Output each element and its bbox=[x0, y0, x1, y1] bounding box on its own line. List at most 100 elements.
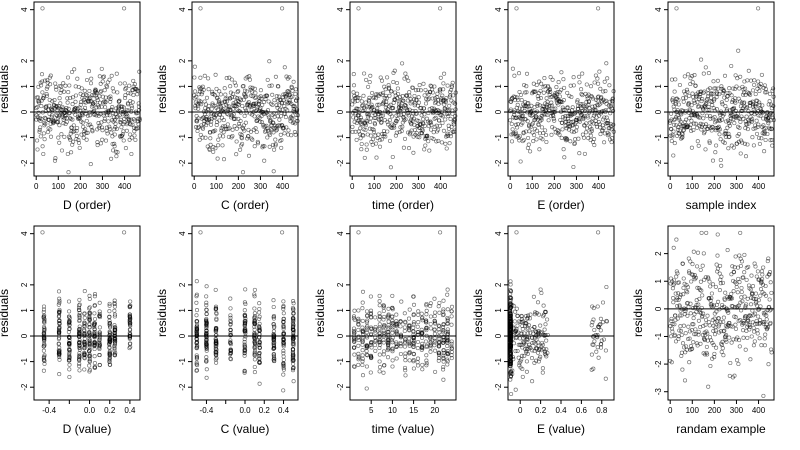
data-point bbox=[714, 95, 719, 100]
x-tick-label: 0.0 bbox=[239, 406, 251, 415]
data-point bbox=[403, 71, 408, 76]
data-point bbox=[705, 96, 710, 101]
data-point bbox=[427, 107, 432, 112]
data-point bbox=[199, 92, 204, 97]
data-point bbox=[287, 75, 292, 80]
data-point bbox=[44, 104, 49, 109]
data-point bbox=[40, 90, 45, 95]
data-point bbox=[711, 79, 716, 84]
data-point bbox=[441, 81, 446, 86]
x-axis-title: sample index bbox=[686, 198, 757, 212]
data-point bbox=[445, 287, 450, 292]
data-point bbox=[545, 99, 550, 104]
data-point bbox=[361, 127, 366, 132]
data-point bbox=[96, 121, 101, 126]
data-point bbox=[743, 154, 749, 159]
data-point bbox=[103, 99, 108, 104]
data-point bbox=[362, 155, 367, 160]
data-point bbox=[703, 147, 708, 152]
data-point bbox=[539, 290, 544, 296]
data-point bbox=[434, 139, 439, 144]
data-point bbox=[105, 84, 110, 89]
data-point bbox=[742, 100, 747, 105]
y-tick-label: 4 bbox=[336, 231, 345, 236]
data-point bbox=[748, 78, 754, 83]
data-point bbox=[569, 129, 574, 134]
data-point bbox=[416, 95, 421, 100]
data-point bbox=[530, 112, 535, 117]
data-point bbox=[406, 316, 412, 321]
data-point bbox=[271, 169, 276, 174]
data-point bbox=[757, 336, 762, 341]
data-point bbox=[95, 140, 100, 145]
data-point bbox=[556, 80, 561, 85]
x-tick-label: 200 bbox=[708, 406, 722, 415]
data-point bbox=[429, 122, 434, 128]
data-point bbox=[684, 347, 689, 352]
data-point bbox=[566, 116, 571, 121]
data-point bbox=[737, 86, 742, 91]
data-point bbox=[691, 316, 696, 321]
data-point bbox=[103, 138, 109, 143]
data-point bbox=[451, 93, 456, 98]
data-point bbox=[711, 91, 716, 96]
data-point bbox=[72, 128, 77, 133]
data-point bbox=[238, 97, 244, 102]
data-point bbox=[100, 79, 105, 84]
data-point bbox=[428, 120, 433, 125]
data-point bbox=[684, 117, 689, 122]
data-point bbox=[400, 124, 405, 129]
data-point bbox=[39, 72, 45, 77]
data-point bbox=[564, 119, 569, 124]
data-point bbox=[252, 86, 257, 91]
data-point bbox=[519, 98, 524, 103]
data-point bbox=[591, 113, 596, 118]
data-point bbox=[719, 349, 724, 354]
y-axis-title: residuals bbox=[0, 65, 11, 113]
data-point bbox=[411, 116, 416, 121]
data-point bbox=[403, 368, 408, 373]
data-point bbox=[532, 126, 537, 131]
data-point bbox=[83, 127, 88, 132]
y-axis-title: residuals bbox=[155, 289, 169, 337]
data-point bbox=[95, 143, 100, 148]
data-point bbox=[416, 312, 421, 317]
plot-frame bbox=[349, 1, 457, 177]
data-point bbox=[117, 98, 122, 103]
x-tick-label: 300 bbox=[412, 182, 426, 191]
data-point bbox=[437, 109, 442, 114]
data-point bbox=[65, 75, 71, 80]
data-point bbox=[744, 122, 749, 127]
data-point bbox=[548, 89, 553, 94]
data-point bbox=[291, 301, 296, 306]
data-point bbox=[610, 96, 615, 101]
x-tick-label: 300 bbox=[730, 182, 744, 191]
y-tick-label: -1 bbox=[20, 358, 29, 366]
data-point bbox=[410, 118, 415, 123]
data-point bbox=[722, 140, 727, 146]
data-point bbox=[709, 95, 714, 100]
data-point bbox=[737, 125, 742, 130]
data-point bbox=[352, 108, 357, 113]
data-point bbox=[255, 139, 260, 144]
data-point bbox=[236, 116, 241, 121]
data-point bbox=[239, 136, 244, 141]
data-point bbox=[730, 112, 735, 117]
data-point bbox=[674, 269, 679, 274]
data-point bbox=[193, 106, 198, 111]
data-point bbox=[257, 306, 262, 312]
data-point bbox=[428, 326, 433, 331]
y-tick-label: 2 bbox=[20, 282, 29, 287]
data-point bbox=[292, 104, 297, 109]
data-point bbox=[48, 121, 53, 126]
data-point bbox=[295, 107, 300, 112]
data-point bbox=[417, 135, 422, 140]
data-point bbox=[562, 85, 567, 90]
data-point bbox=[122, 81, 127, 86]
data-point bbox=[670, 134, 675, 139]
data-point bbox=[217, 118, 222, 123]
y-tick-label: 2 bbox=[336, 58, 345, 63]
data-point bbox=[767, 99, 772, 104]
data-point bbox=[86, 69, 92, 74]
